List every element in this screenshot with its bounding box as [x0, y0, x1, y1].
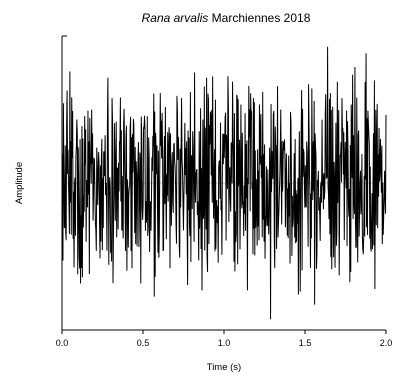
x-axis-label: Time (s) [207, 362, 241, 373]
chart-title-location: Marchiennes 2018 [208, 11, 310, 25]
signal-waveform [61, 46, 387, 320]
y-axis-label: Amplitude [14, 162, 25, 204]
x-tick-label: 0.0 [56, 338, 69, 348]
x-tick-label: 2.0 [380, 338, 393, 348]
x-tick-label: 1.5 [299, 338, 312, 348]
x-tick-label: 0.5 [137, 338, 150, 348]
chart-title: Rana arvalis Marchiennes 2018 [142, 11, 311, 25]
chart-title-species: Rana arvalis [142, 11, 209, 25]
x-tick-label: 1.0 [218, 338, 231, 348]
